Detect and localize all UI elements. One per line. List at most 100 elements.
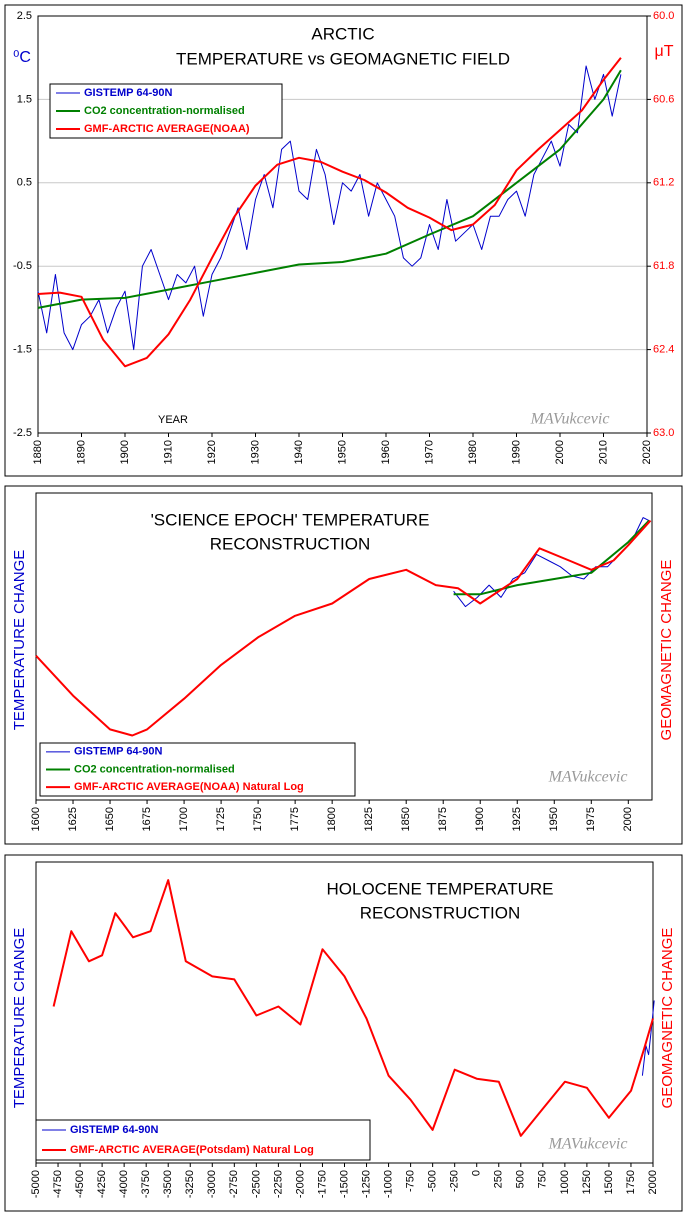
chart-title: HOLOCENE TEMPERATURE [326,879,553,898]
x-tick-label: -4000 [118,1170,130,1198]
x-tick-label: 1650 [104,807,116,831]
x-tick-label: 1950 [336,440,348,464]
x-tick-label: 1970 [423,440,435,464]
x-tick-label: -2500 [250,1170,262,1198]
x-tick-label: 1930 [249,440,261,464]
x-tick-label: -2750 [228,1170,240,1198]
x-tick-label: 1600 [30,807,42,831]
x-tick-label: -2250 [272,1170,284,1198]
x-tick-label: 1625 [67,807,79,831]
x-tick-label: 0 [471,1170,483,1176]
x-tick-label: 2010 [597,440,609,464]
series-line [52,879,654,1137]
series-line [37,69,622,309]
x-tick-label: -1000 [382,1170,394,1198]
x-tick-label: 1950 [548,807,560,831]
series-line [35,519,652,737]
x-tick-label: 250 [493,1170,505,1188]
chart-title: TEMPERATURE vs GEOMAGNETIC FIELD [176,49,510,68]
x-tick-label: -1750 [316,1170,328,1198]
x-tick-label: 1875 [437,807,449,831]
x-tick-label: 1000 [559,1170,571,1194]
x-tick-label: 1980 [467,440,479,464]
watermark: MAVukcevic [530,411,610,428]
y-tick-label: 1.5 [17,93,32,105]
plot-area [35,492,653,801]
x-tick-label: -1250 [360,1170,372,1198]
legend-box [39,742,356,797]
x-tick-label: 1910 [162,440,174,464]
watermark: MAVukcevic [548,769,628,786]
x-tick-label: 1900 [119,440,131,464]
y2-tick-label: 60.6 [653,93,674,105]
x-tick-label: -3500 [162,1170,174,1198]
y-tick-label: -0.5 [13,260,32,272]
series-line [37,65,622,351]
y2-axis-label: μT [655,43,674,60]
x-tick-label: 1750 [625,1170,637,1194]
x-tick-label: -3250 [184,1170,196,1198]
x-tick-label: -1500 [338,1170,350,1198]
x-tick-label: 1975 [585,807,597,831]
x-tick-label: -250 [449,1170,461,1192]
chart-frame [4,4,683,477]
y-axis-label: TEMPERATURE CHANGE [11,550,28,731]
x-tick-label: 1725 [215,807,227,831]
series-line [453,519,650,596]
y2-tick-label: 63.0 [653,427,674,439]
x-tick-label: 1825 [363,807,375,831]
series-line [37,57,622,368]
x-tick-label: 1900 [474,807,486,831]
annotation: YEAR [158,414,188,426]
x-tick-label: 1940 [293,440,305,464]
x-tick-label: -4250 [96,1170,108,1198]
y-tick-label: -2.5 [13,427,32,439]
x-tick-label: 500 [515,1170,527,1188]
legend-box [49,83,283,139]
legend-label: GMF-ARCTIC AVERAGE(Potsdam) Natural Log [70,1144,314,1156]
y2-tick-label: 61.8 [653,260,674,272]
x-tick-label: 1500 [603,1170,615,1194]
x-tick-label: 750 [537,1170,549,1188]
x-tick-label: 1960 [380,440,392,464]
x-tick-label: 1700 [178,807,190,831]
legend-label: GISTEMP 64-90N [84,87,172,99]
x-tick-label: 1850 [400,807,412,831]
y-axis-label: TEMPERATURE CHANGE [11,928,28,1109]
x-tick-label: 1675 [141,807,153,831]
x-tick-label: 1775 [289,807,301,831]
legend-label: GMF-ARCTIC AVERAGE(NOAA) [84,123,250,135]
legend-label: CO2 concentration-normalised [84,105,245,117]
x-tick-label: -4500 [74,1170,86,1198]
y2-axis-label: GEOMAGNETIC CHANGE [658,560,675,741]
x-tick-label: 2000 [622,807,634,831]
y2-axis-label: GEOMAGNETIC CHANGE [659,928,676,1109]
y-tick-label: 0.5 [17,177,32,189]
chart-title: ARCTIC [311,24,374,43]
y-tick-label: -1.5 [13,344,32,356]
x-tick-label: -4750 [52,1170,64,1198]
x-tick-label: 1925 [511,807,523,831]
y2-tick-label: 60.0 [653,10,674,22]
chart-title: RECONSTRUCTION [360,903,521,922]
legend-label: GISTEMP 64-90N [70,1124,158,1136]
legend-label: CO2 concentration-normalised [74,763,235,775]
watermark: MAVukcevic [548,1136,628,1153]
x-tick-label: 2000 [554,440,566,464]
x-tick-label: 1920 [206,440,218,464]
x-tick-label: -5000 [30,1170,42,1198]
x-tick-label: 1880 [32,440,44,464]
x-tick-label: -2000 [294,1170,306,1198]
legend-box [35,1119,371,1161]
x-tick-label: -3000 [206,1170,218,1198]
x-tick-label: -750 [405,1170,417,1192]
y2-tick-label: 62.4 [653,344,674,356]
x-tick-label: 1890 [75,440,87,464]
legend-label: GISTEMP 64-90N [74,746,162,758]
x-tick-label: 1990 [510,440,522,464]
legend-label: GMF-ARCTIC AVERAGE(NOAA) Natural Log [74,781,304,793]
y2-tick-label: 61.2 [653,177,674,189]
y-tick-label: 2.5 [17,10,32,22]
